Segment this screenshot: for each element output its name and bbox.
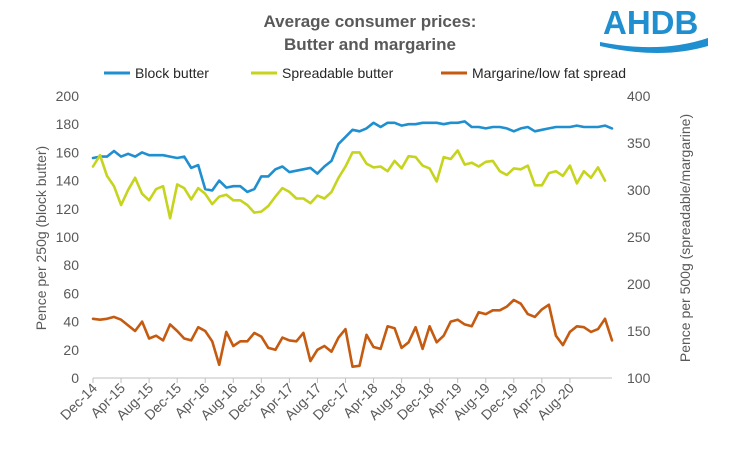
y-tick-label: 20 [63,342,79,358]
y2-tick-label: 250 [627,229,651,245]
chart-title-line-2: Butter and margarine [284,35,456,54]
legend-label: Spreadable butter [282,65,394,81]
y-tick-label: 160 [56,144,80,160]
chart-title-line-1: Average consumer prices: [264,12,477,31]
y2-tick-label: 350 [627,135,651,151]
logo-text: AHDB [603,4,698,41]
y-tick-label: 80 [63,257,79,273]
y-tick-label: 140 [56,173,80,189]
logo-swoosh-icon [600,38,708,53]
series-line-0 [91,120,614,194]
y-tick-label: 120 [56,201,80,217]
legend-item-2: Margarine/low fat spread [441,65,626,81]
ahdb-logo: AHDB [600,4,708,53]
y2-axis-label: Pence per 500g (spreadable/margarine) [677,114,693,362]
legend-item-0: Block butter [104,65,209,81]
y2-tick-label: 400 [627,88,651,104]
y2-tick-label: 100 [627,370,651,386]
y2-tick-label: 300 [627,182,651,198]
y-tick-label: 200 [56,88,80,104]
y-tick-label: 100 [56,229,80,245]
y2-tick-label: 200 [627,276,651,292]
y-tick-label: 60 [63,285,79,301]
plot-area: 0 20 40 60 80 100 120 140 160 180 200 100 150 200 250 3… [56,88,651,423]
series-line-1 [91,149,607,220]
legend-label: Margarine/low fat spread [472,65,626,81]
legend: Block butter Spreadable butter Margarine/l… [104,65,626,81]
y-tick-label: 180 [56,116,80,132]
y-tick-label: 40 [63,314,79,330]
legend-item-1: Spreadable butter [251,65,394,81]
y2-tick-label: 150 [627,323,651,339]
y-axis-label: Pence per 250g (block butter) [33,146,49,330]
series-line-2 [91,298,614,369]
chart-title: Average consumer prices: Butter and marg… [264,12,477,54]
legend-label: Block butter [135,65,209,81]
y-tick-label: 0 [71,370,79,386]
